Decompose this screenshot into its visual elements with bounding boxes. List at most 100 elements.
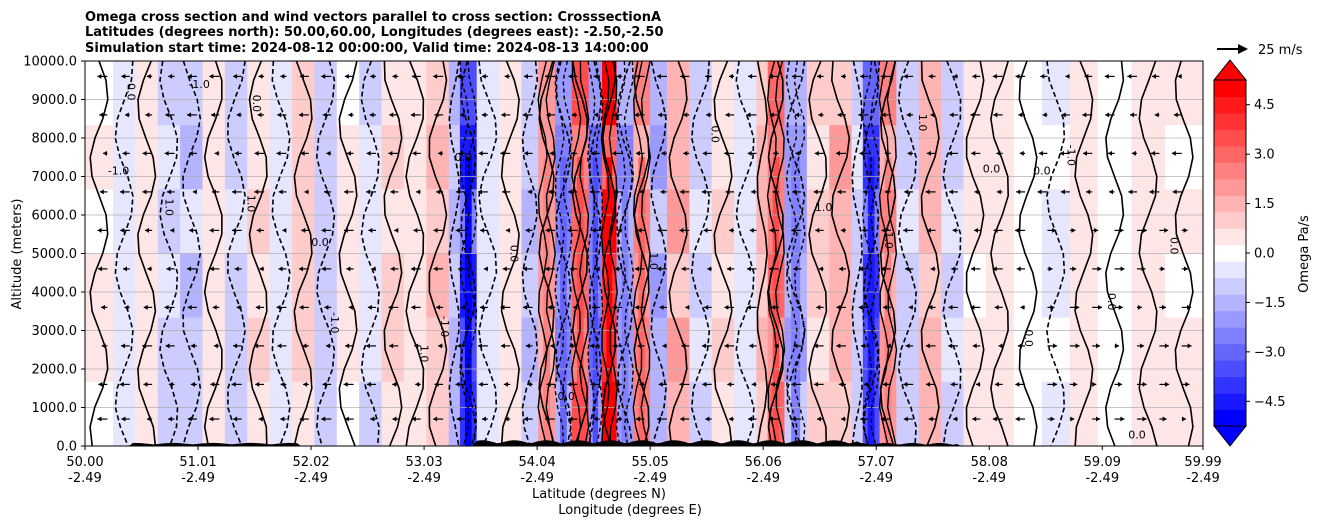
wind-vector-head [209, 73, 214, 79]
wind-vector-head [683, 150, 688, 156]
wind-vector-head [569, 343, 574, 349]
wind-vector-head [836, 304, 841, 310]
wind-vector-head [840, 416, 845, 422]
wind-vector-head [1171, 150, 1176, 156]
omega-band-cell [734, 381, 757, 446]
omega-band-cell [403, 317, 427, 383]
colorbar-level [1214, 162, 1246, 180]
wind-vector-head [478, 381, 483, 387]
y-tick-label: 8000.0 [32, 132, 78, 147]
omega-band-cell [521, 381, 539, 446]
wind-vector-head [816, 73, 821, 79]
wind-vector-head [234, 266, 239, 272]
wind-vector-head [483, 266, 488, 272]
wind-vector-head [367, 304, 372, 310]
colorbar-level [1214, 195, 1246, 213]
positive-contour [500, 61, 520, 446]
wind-vector-head [98, 266, 103, 272]
wind-vector-head [166, 266, 171, 272]
wind-vector-head [344, 416, 349, 422]
omega-band-cell [426, 189, 450, 254]
omega-band-cell [756, 61, 769, 126]
wind-vector-head [77, 151, 81, 156]
wind-vector-head [232, 189, 237, 195]
omega-band-cell [269, 253, 293, 319]
negative-contour [114, 61, 134, 446]
omega-band-cell [202, 61, 226, 126]
omega-band-cell [157, 189, 181, 254]
wind-vector-head [1181, 416, 1186, 422]
wind-vector-head [389, 343, 394, 349]
wind-vector-head [481, 416, 486, 422]
wind-vector-head [772, 189, 777, 195]
wind-vector-head [814, 381, 819, 387]
wind-vector-head [122, 266, 127, 272]
wind-vector-head [906, 112, 911, 118]
colorbar-level [1214, 244, 1246, 262]
wind-vector-head [680, 416, 685, 422]
positive-contour [405, 61, 425, 446]
wind-vector-head [705, 73, 710, 79]
omega-band-cell [1041, 317, 1071, 383]
wind-vector-head [1082, 112, 1087, 118]
wind-vector-head [1118, 304, 1123, 310]
omega-band-cell [1013, 253, 1043, 319]
x-tick-label-lon: -2.49 [972, 471, 1006, 486]
positive-contour [203, 61, 223, 446]
omega-band-cell [689, 381, 713, 446]
wind-vector-head [412, 150, 417, 156]
omega-band-cell [918, 381, 942, 446]
wind-vector-head [947, 150, 952, 156]
wind-vector-head [818, 112, 823, 118]
wind-vector-head [298, 112, 303, 118]
colorbar-tick-label: 1.5 [1254, 197, 1275, 212]
wind-vector-head [816, 304, 821, 310]
wind-vector-head [325, 343, 330, 349]
wind-vector-head [547, 304, 552, 310]
wind-vector-head [146, 416, 151, 422]
wind-vector-head [120, 227, 125, 233]
omega-band-cell [112, 189, 136, 254]
wind-vector-head [523, 416, 528, 422]
title-line-1: Omega cross section and wind vectors par… [85, 10, 661, 25]
wind-vector-head [724, 343, 729, 349]
omega-band-cell [521, 317, 539, 383]
wind-vector-head [258, 416, 263, 422]
wind-vector-head [479, 304, 484, 310]
negative-contour [690, 61, 711, 446]
wind-vector-head [1187, 343, 1192, 349]
omega-band-cell [1069, 317, 1099, 383]
wind-vector-head [209, 266, 214, 272]
x-tick-label-lon: -2.49 [1186, 471, 1220, 486]
negative-contour [650, 61, 667, 446]
positive-contour [808, 61, 828, 446]
wind-vector-head [725, 189, 730, 195]
y-axis-label: Altitude (meters) [10, 199, 25, 310]
wind-vector-head [904, 189, 909, 195]
wind-vector-head [749, 343, 754, 349]
wind-vector-head [188, 150, 193, 156]
omega-band-cell [247, 189, 271, 254]
inner-contour [578, 61, 590, 446]
wind-vector-head [1127, 73, 1132, 79]
y-tick-label: 0.0 [56, 440, 77, 455]
wind-vector-head [1187, 304, 1192, 310]
wind-vector-head [791, 227, 796, 233]
x-tick-label-lat: 51.01 [179, 455, 216, 470]
wind-vector-head [639, 381, 644, 387]
wind-vector-head [813, 343, 818, 349]
omega-band-cell [112, 253, 136, 319]
wind-vector-head [146, 73, 151, 79]
wind-vector-head [501, 112, 506, 118]
wind-vector-head [548, 189, 553, 195]
wind-vector-head [567, 381, 572, 387]
wind-vector-head [187, 266, 192, 272]
wind-vector-head [480, 227, 485, 233]
wind-vector-head [392, 381, 397, 387]
omega-band-cell [157, 381, 181, 446]
omega-band-cell [336, 253, 360, 319]
omega-band-cell [1097, 381, 1132, 446]
negative-contour [1046, 61, 1066, 446]
wind-vector-head [773, 150, 778, 156]
wind-vector-head [729, 227, 734, 233]
